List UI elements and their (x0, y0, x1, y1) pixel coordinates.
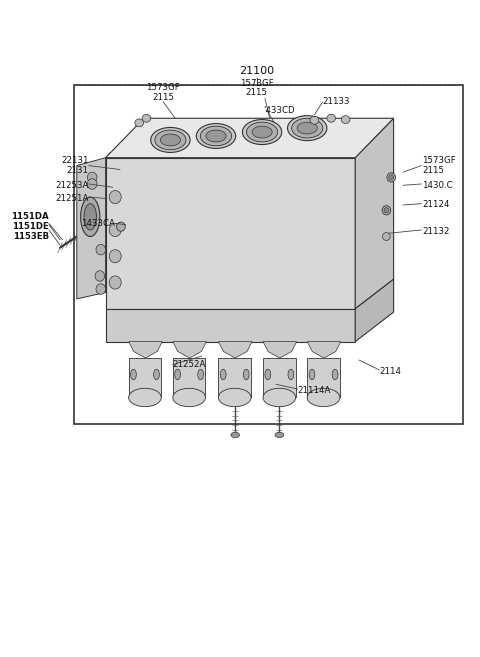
Ellipse shape (201, 126, 231, 146)
Ellipse shape (252, 126, 272, 138)
Ellipse shape (109, 250, 121, 263)
Text: 21114A: 21114A (298, 386, 331, 395)
Polygon shape (106, 118, 394, 158)
Ellipse shape (109, 191, 121, 204)
Ellipse shape (297, 122, 317, 134)
Polygon shape (218, 342, 252, 358)
Ellipse shape (198, 369, 204, 380)
Text: '433CD: '433CD (263, 106, 295, 115)
Ellipse shape (327, 114, 336, 122)
Polygon shape (129, 342, 162, 358)
Ellipse shape (96, 284, 106, 294)
Ellipse shape (341, 116, 350, 124)
Polygon shape (129, 358, 161, 397)
Ellipse shape (87, 172, 97, 183)
Text: 21124: 21124 (422, 200, 450, 210)
Ellipse shape (218, 388, 251, 407)
Bar (74, 85, 463, 424)
Polygon shape (106, 158, 355, 309)
Ellipse shape (175, 369, 180, 380)
Polygon shape (218, 358, 251, 397)
Text: 1573GF
2115: 1573GF 2115 (146, 83, 180, 102)
Ellipse shape (206, 130, 226, 142)
Ellipse shape (309, 369, 315, 380)
Polygon shape (263, 342, 297, 358)
Ellipse shape (81, 197, 100, 237)
Ellipse shape (87, 179, 97, 189)
Text: 21251A: 21251A (55, 194, 89, 203)
Ellipse shape (142, 114, 151, 122)
Ellipse shape (275, 432, 284, 438)
Ellipse shape (129, 388, 161, 407)
Ellipse shape (247, 122, 278, 142)
Ellipse shape (389, 175, 394, 180)
Ellipse shape (384, 208, 389, 213)
Ellipse shape (263, 388, 296, 407)
Polygon shape (77, 158, 106, 299)
Ellipse shape (131, 369, 136, 380)
Ellipse shape (242, 120, 282, 145)
Ellipse shape (307, 388, 340, 407)
Polygon shape (173, 342, 206, 358)
Ellipse shape (243, 369, 249, 380)
Text: 2114: 2114 (379, 367, 401, 376)
Ellipse shape (231, 432, 240, 438)
Ellipse shape (109, 223, 121, 237)
Ellipse shape (95, 271, 105, 281)
Ellipse shape (382, 206, 391, 215)
Text: 22131
2131: 22131 2131 (61, 156, 89, 175)
Text: 21252A: 21252A (173, 360, 206, 369)
Polygon shape (307, 358, 340, 397)
Polygon shape (307, 342, 341, 358)
Ellipse shape (220, 369, 226, 380)
Text: 1430.C: 1430.C (422, 181, 453, 190)
Polygon shape (355, 118, 394, 309)
Ellipse shape (196, 124, 236, 148)
Ellipse shape (291, 118, 323, 138)
Ellipse shape (310, 116, 319, 124)
Polygon shape (106, 309, 355, 342)
Polygon shape (263, 358, 296, 397)
Text: 1433CA: 1433CA (81, 219, 115, 228)
Ellipse shape (96, 244, 106, 255)
Ellipse shape (117, 222, 125, 231)
Ellipse shape (265, 369, 271, 380)
Ellipse shape (288, 116, 327, 141)
Ellipse shape (160, 134, 180, 146)
Ellipse shape (332, 369, 338, 380)
Polygon shape (355, 279, 394, 342)
Ellipse shape (155, 130, 186, 150)
Text: 1151DA
1151DE
1153EB: 1151DA 1151DE 1153EB (12, 212, 49, 241)
Text: 21132: 21132 (422, 227, 450, 236)
Ellipse shape (135, 119, 144, 127)
Ellipse shape (109, 276, 121, 289)
Ellipse shape (387, 173, 396, 182)
Ellipse shape (151, 127, 190, 152)
Text: 1573GF
2115: 1573GF 2115 (240, 79, 274, 97)
Ellipse shape (173, 388, 205, 407)
Ellipse shape (288, 369, 294, 380)
Ellipse shape (383, 233, 390, 240)
Ellipse shape (84, 204, 96, 230)
Text: 1573GF
2115: 1573GF 2115 (422, 156, 456, 175)
Text: 21100: 21100 (239, 66, 275, 76)
Text: 21133: 21133 (323, 97, 350, 106)
Text: 21253A: 21253A (55, 181, 89, 190)
Ellipse shape (154, 369, 159, 380)
Polygon shape (173, 358, 205, 397)
